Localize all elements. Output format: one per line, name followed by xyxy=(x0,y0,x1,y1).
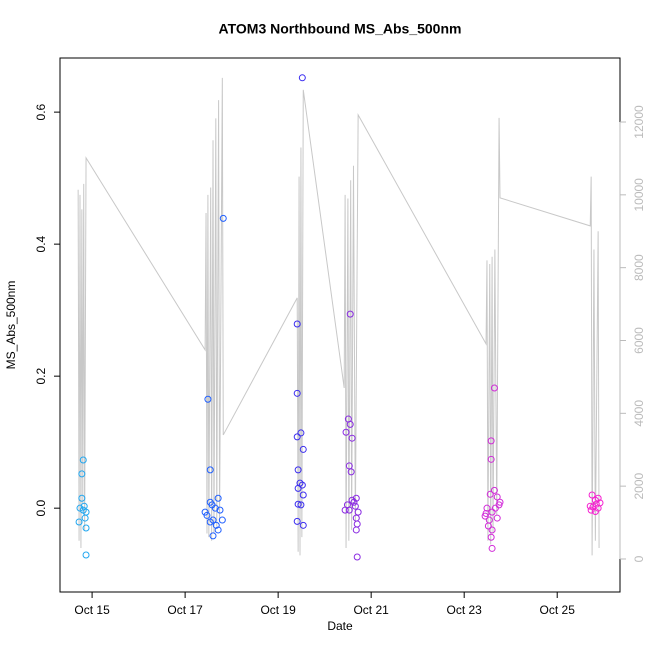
data-point xyxy=(211,504,219,512)
y-axis-label: MS_Abs_500nm xyxy=(4,281,18,370)
data-point xyxy=(293,320,301,328)
data-point xyxy=(586,502,594,510)
data-point xyxy=(493,493,501,501)
y2-tick-label: 8000 xyxy=(632,254,646,281)
data-point xyxy=(486,490,494,498)
data-point xyxy=(294,466,302,474)
data-point xyxy=(206,466,214,474)
plot-box xyxy=(59,57,621,593)
data-point xyxy=(218,516,226,524)
data-point xyxy=(293,389,301,397)
x-tick-label: Oct 21 xyxy=(353,603,389,617)
data-point xyxy=(341,506,349,514)
data-point xyxy=(487,437,495,445)
data-point xyxy=(82,551,90,559)
data-point xyxy=(75,518,83,526)
x-tick-label: Oct 25 xyxy=(540,603,576,617)
y-tick-label: 0.2 xyxy=(34,367,48,384)
data-point xyxy=(490,384,498,392)
data-point xyxy=(297,501,305,509)
y-tick-label: 0.6 xyxy=(34,103,48,120)
y2-tick-label: 0 xyxy=(632,555,646,562)
data-point xyxy=(350,498,358,506)
x-tick-label: Oct 17 xyxy=(167,603,203,617)
data-point xyxy=(342,428,350,436)
chart-title: ATOM3 Northbound MS_Abs_500nm xyxy=(219,21,462,37)
y2-tick-label: 4000 xyxy=(632,400,646,427)
data-point xyxy=(594,504,602,512)
data-point xyxy=(214,494,222,502)
data-point xyxy=(294,484,302,492)
data-point xyxy=(493,514,501,522)
data-point xyxy=(298,481,306,489)
data-point xyxy=(354,508,362,516)
data-point xyxy=(348,496,356,504)
data-point xyxy=(483,504,491,512)
data-point xyxy=(299,491,307,499)
x-axis-label: Date xyxy=(327,619,353,633)
data-point xyxy=(484,522,492,530)
y2-tick-label: 2000 xyxy=(632,472,646,499)
data-point xyxy=(346,310,354,318)
data-point xyxy=(346,420,354,428)
y2-tick-label: 12000 xyxy=(632,105,646,139)
data-point xyxy=(80,502,88,510)
data-point xyxy=(490,486,498,494)
data-point xyxy=(588,491,596,499)
data-point xyxy=(348,434,356,442)
data-point xyxy=(81,514,89,522)
data-point xyxy=(488,526,496,534)
data-point xyxy=(482,509,490,517)
data-point xyxy=(495,501,503,509)
y2-tick-label: 6000 xyxy=(632,327,646,354)
data-point xyxy=(345,506,353,514)
data-point xyxy=(206,518,214,526)
data-point xyxy=(294,500,302,508)
data-point xyxy=(353,520,361,528)
data-point xyxy=(485,516,493,524)
data-point xyxy=(212,521,220,529)
data-point xyxy=(488,508,496,516)
data-point xyxy=(352,514,360,522)
y2-tick-label: 10000 xyxy=(632,178,646,212)
data-point xyxy=(299,445,307,453)
data-point xyxy=(299,521,307,529)
data-point xyxy=(79,456,87,464)
data-point xyxy=(352,494,360,502)
data-point xyxy=(297,429,305,437)
data-point xyxy=(592,500,600,508)
data-point xyxy=(293,517,301,525)
data-point xyxy=(487,533,495,541)
data-point xyxy=(214,526,222,534)
x-tick-label: Oct 19 xyxy=(260,603,296,617)
y-tick-label: 0.4 xyxy=(34,235,48,252)
data-point xyxy=(587,506,595,514)
data-point xyxy=(351,502,359,510)
data-point xyxy=(78,494,86,502)
y-tick-label: 0.0 xyxy=(34,500,48,517)
data-point xyxy=(204,395,212,403)
data-point xyxy=(293,433,301,441)
data-point xyxy=(347,468,355,476)
data-point xyxy=(488,544,496,552)
data-point xyxy=(487,455,495,463)
x-tick-label: Oct 23 xyxy=(447,603,483,617)
data-point xyxy=(353,553,361,561)
data-point xyxy=(78,470,86,478)
data-point xyxy=(203,511,211,519)
data-point xyxy=(209,532,217,540)
data-point xyxy=(298,74,306,82)
data-line xyxy=(77,77,600,556)
data-point xyxy=(216,506,224,514)
x-tick-label: Oct 15 xyxy=(74,603,110,617)
data-point xyxy=(352,526,360,534)
data-point xyxy=(219,214,227,222)
data-point xyxy=(82,524,90,532)
